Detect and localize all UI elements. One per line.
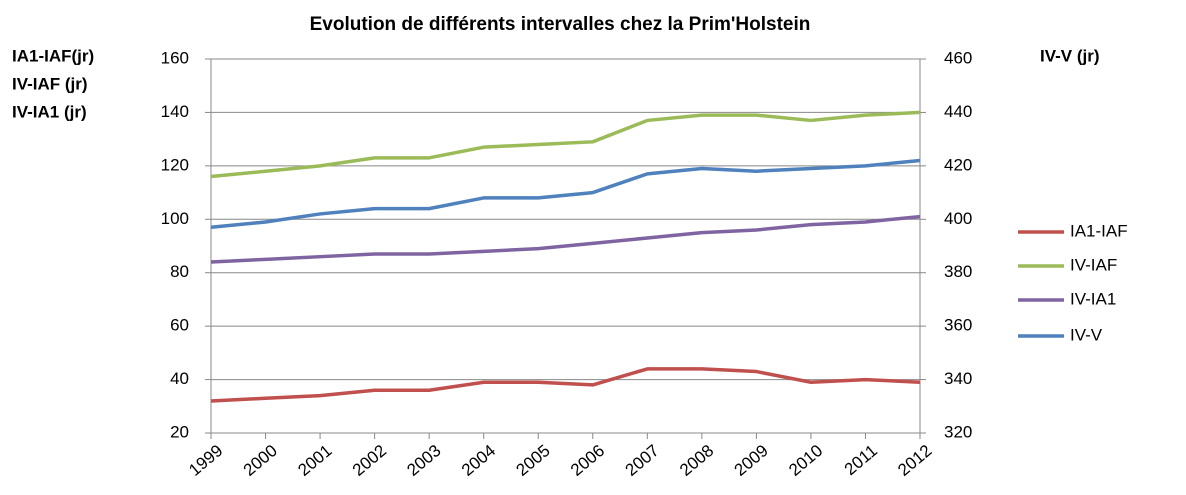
line-series <box>210 367 921 403</box>
x-tick-label: 1999 <box>185 441 226 480</box>
x-tick-label: 2003 <box>403 441 444 480</box>
x-tick-label: 2007 <box>622 441 663 480</box>
line-series <box>210 214 921 264</box>
line-series <box>210 110 921 179</box>
y2-tick-label: 420 <box>944 155 972 174</box>
x-tick-label: 2006 <box>567 441 608 480</box>
y-axis-title: IV-IAF (jr) <box>12 74 88 93</box>
legend-label: IV-V <box>1070 325 1103 344</box>
y-tick-label: 120 <box>161 155 189 174</box>
x-tick-label: 2012 <box>894 441 935 480</box>
y2-tick-label: 380 <box>944 262 972 281</box>
y2-tick-label: 440 <box>944 102 972 121</box>
y2-tick-label: 340 <box>944 369 972 388</box>
y2-axis-title: IV-V (jr) <box>1040 46 1100 65</box>
legend-label: IV-IA1 <box>1070 289 1116 308</box>
x-tick-label: 2009 <box>731 441 772 480</box>
y-tick-label: 160 <box>161 48 189 67</box>
line-series <box>210 158 921 230</box>
y2-tick-label: 320 <box>944 422 972 441</box>
x-tick-label: 2011 <box>841 441 881 479</box>
chart-title: Evolution de différents intervalles chez… <box>310 14 811 35</box>
x-tick-label: 2004 <box>458 441 499 480</box>
y-tick-label: 140 <box>161 102 189 121</box>
y-tick-label: 80 <box>170 262 189 281</box>
y-tick-label: 20 <box>170 422 189 441</box>
y2-tick-label: 460 <box>944 48 972 67</box>
x-tick-label: 2005 <box>512 441 553 480</box>
x-tick-label: 2000 <box>240 441 281 480</box>
legend-label: IA1-IAF <box>1070 221 1128 240</box>
y-axis-title: IV-IA1 (jr) <box>12 102 87 121</box>
y2-tick-label: 400 <box>944 209 972 228</box>
x-tick-label: 2010 <box>785 441 826 480</box>
y-tick-label: 60 <box>170 316 189 335</box>
x-tick-label: 2002 <box>349 441 390 480</box>
x-tick-label: 2008 <box>676 441 717 480</box>
y-tick-label: 40 <box>170 369 189 388</box>
y-tick-label: 100 <box>161 209 189 228</box>
legend-label: IV-IAF <box>1070 255 1117 274</box>
y2-tick-label: 360 <box>944 316 972 335</box>
y-axis-title: IA1-IAF(jr) <box>12 46 94 65</box>
x-tick-label: 2001 <box>294 441 335 480</box>
